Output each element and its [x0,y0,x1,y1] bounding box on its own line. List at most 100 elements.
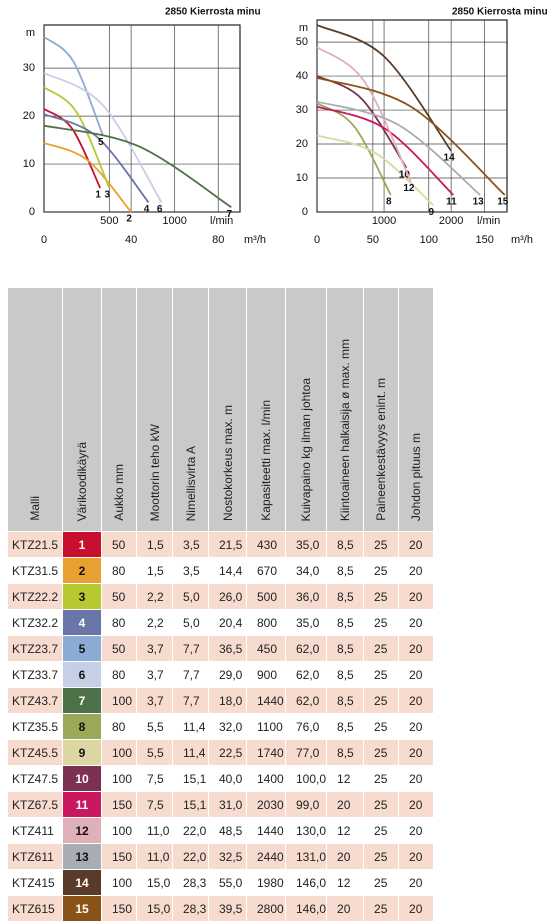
table-cell: KTZ31.5 [7,557,63,584]
table-cell: 11,4 [172,739,209,766]
table-cell: 8,5 [326,713,365,740]
pump-curve [316,102,392,196]
table-cell: 18,0 [208,687,247,714]
curve-label: 4 [144,204,150,215]
table-cell: 5,0 [172,609,209,636]
table-cell: 8,5 [326,609,365,636]
table-cell: 55,0 [208,869,247,896]
pump-chart: 2850 Kierrosta minu 0 10 20 30 0 40 80 500 1000 m m… [23,7,266,246]
table-row: KTZ35.5 8 80 5,5 11,4 32,0 1100 76,0 8,5 25 20 [7,713,435,740]
header-text: Johdon pituus m [409,432,424,521]
table-cell: 8,5 [326,531,365,558]
pump-curve [43,124,232,208]
x2-tick-label: 500 [100,215,118,227]
curve-label: 2 [126,214,132,225]
x-axis-label: m³/h [244,234,266,246]
color-code: 15 [62,895,102,922]
table-row: KTZ43.7 7 100 3,7 7,7 18,0 1440 62,0 8,5 25 20 [7,687,435,714]
table-cell: 50 [101,635,137,662]
table-cell: 20 [326,895,365,922]
chart-title: 2850 Kierrosta minu [452,7,548,18]
header-text: Kapasiteetti max. l/min [259,400,273,521]
y-axis-label: m [26,27,35,39]
table-cell: 100 [101,687,137,714]
table-cell: 20 [398,869,435,896]
table-cell: 2030 [246,791,286,818]
table-row: KTZ45.5 9 100 5,5 11,4 22,5 1740 77,0 8,5 25 20 [7,739,435,766]
table-cell: 48,5 [208,817,247,844]
table-cell: 25 [363,635,400,662]
table-cell: KTZ43.7 [7,687,63,714]
header-text: Nostokorkeus max. m [220,404,235,521]
table-cell: 7,7 [172,687,209,714]
color-code: 3 [62,583,102,610]
y-tick-label: 30 [23,62,35,74]
y-tick-label: 50 [296,36,308,48]
table-cell: 21,5 [208,531,247,558]
table-cell: KTZ23.7 [7,635,63,662]
table-cell: 20 [398,583,435,610]
table-cell: 36,0 [284,583,328,610]
table-cell: KTZ33.7 [7,661,63,688]
table-cell: 25 [363,817,400,844]
pump-curve [43,113,150,203]
pump-curve [43,36,104,136]
table-row: KTZ33.7 6 80 3,7 7,7 29,0 900 62,0 8,5 25 20 [7,661,435,688]
table-cell: 25 [363,765,400,792]
table-cell: 2,2 [136,583,173,610]
table-cell: 1100 [246,713,286,740]
table-cell: 36,5 [208,635,247,662]
pump-chart: 2850 Kierrosta minu 0 10 20 30 40 50 0 50 100 150 1… [296,7,548,246]
table-cell: 15,1 [172,765,209,792]
table-cell: 80 [101,713,137,740]
table-cell: 2,2 [136,609,173,636]
x2-axis-label: l/min [210,215,233,227]
table-cell: 131,0 [284,843,328,870]
table-cell: 35,0 [284,531,328,558]
table-cell: 25 [363,661,400,688]
curve-label: 9 [428,207,434,218]
table-cell: 430 [246,531,286,558]
curve-label: 5 [98,137,104,148]
column-header: Värikoodikäyrä [62,287,102,532]
pump-curve [316,46,412,182]
table-cell: 500 [246,583,286,610]
table-cell: 40,0 [208,765,247,792]
pump-curve [43,108,102,189]
curve-label: 14 [444,152,456,163]
table-cell: 80 [101,661,137,688]
table-cell: KTZ21.5 [7,531,63,558]
table-cell: 35,0 [284,609,328,636]
table-cell: 20 [398,895,435,922]
table-cell: 29,0 [208,661,247,688]
table-cell: 8,5 [326,687,365,714]
color-code: 8 [62,713,102,740]
table-cell: 25 [363,869,400,896]
color-code: 13 [62,843,102,870]
table-cell: 25 [363,609,400,636]
curve-label: 1 [95,190,101,201]
table-row: KTZ22.2 3 50 2,2 5,0 26,0 500 36,0 8,5 25 20 [7,583,435,610]
table-cell: KTZ67.5 [7,791,63,818]
table-cell: 800 [246,609,286,636]
table-cell: KTZ611 [7,843,63,870]
curve-label: 3 [105,190,111,201]
x2-tick-label: 1000 [372,215,396,227]
x-tick-label: 50 [367,234,379,246]
table-cell: 80 [101,609,137,636]
table-cell: 34,0 [284,557,328,584]
y-axis-label: m [299,22,308,34]
table-cell: 1,5 [136,531,173,558]
table-cell: 150 [101,895,137,922]
column-header: Nimellisvirta A [172,287,209,532]
table-cell: 900 [246,661,286,688]
header-text: Paineenkestävyys enint. m [374,378,389,521]
color-code: 12 [62,817,102,844]
table-cell: 80 [101,557,137,584]
header-text: Moottorin teho kW [147,423,162,521]
x-tick-label: 0 [41,234,47,246]
table-cell: 26,0 [208,583,247,610]
color-code: 10 [62,765,102,792]
table-cell: KTZ415 [7,869,63,896]
table-cell: 28,3 [172,895,209,922]
